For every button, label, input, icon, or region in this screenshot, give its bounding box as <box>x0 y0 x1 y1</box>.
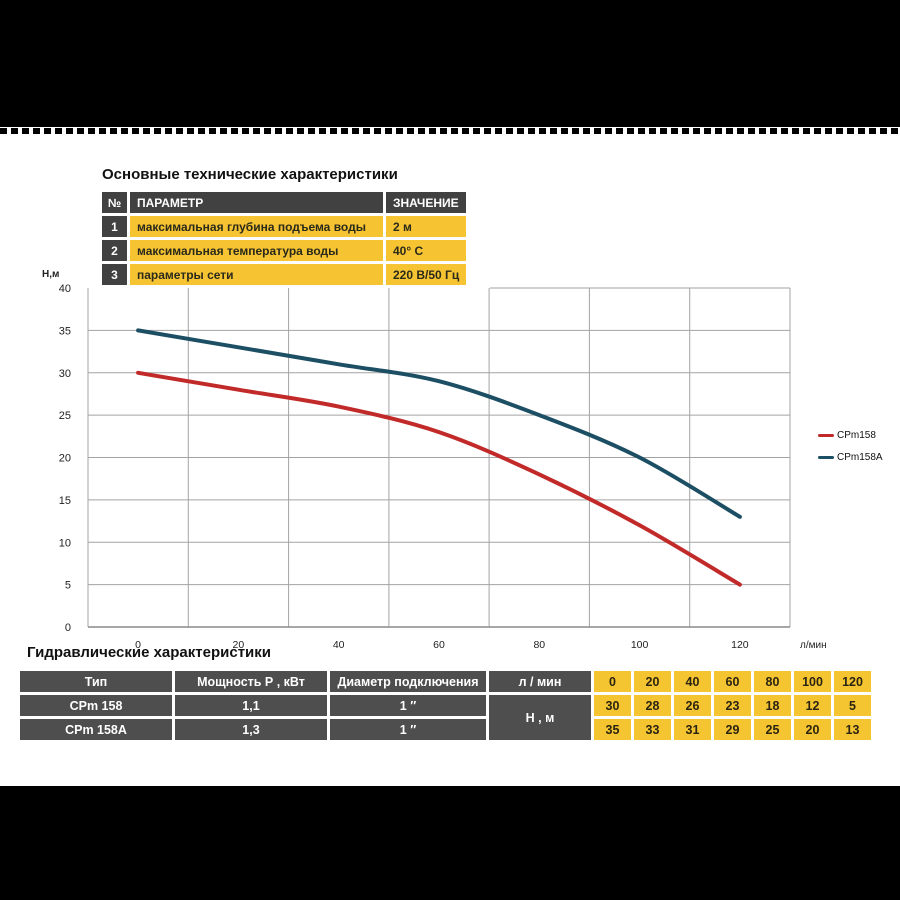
svg-text:25: 25 <box>59 410 71 422</box>
hydraulics-section-title: Гидравлические характеристики <box>27 644 271 661</box>
spec-row-value: 2 м <box>386 216 466 237</box>
spec-row-value: 220 В/50 Гц <box>386 264 466 285</box>
hyd-header-flow: л / мин <box>489 671 591 692</box>
svg-text:100: 100 <box>631 639 649 651</box>
flow-value: 120 <box>834 671 871 692</box>
hyd-header-diameter: Диаметр подключения <box>330 671 486 692</box>
svg-text:15: 15 <box>59 495 71 507</box>
flow-value: 60 <box>714 671 751 692</box>
svg-text:30: 30 <box>59 368 71 380</box>
pump-power: 1,3 <box>175 719 327 740</box>
spec-table-header-row: № ПАРАМЕТР ЗНАЧЕНИЕ <box>102 192 466 213</box>
svg-text:60: 60 <box>433 639 445 651</box>
svg-text:л/мин: л/мин <box>800 640 827 651</box>
spec-header-value: ЗНАЧЕНИЕ <box>386 192 466 213</box>
spec-row-param: максимальная глубина подъема воды <box>130 216 383 237</box>
spec-row-num: 1 <box>102 216 127 237</box>
head-value: 30 <box>594 695 631 716</box>
legend-item-cpm158: CPm158 <box>818 429 883 442</box>
pump-type: CPm 158A <box>20 719 172 740</box>
pump-power: 1,1 <box>175 695 327 716</box>
head-value: 25 <box>754 719 791 740</box>
svg-text:40: 40 <box>59 283 71 295</box>
flow-value: 0 <box>594 671 631 692</box>
flow-value: 20 <box>634 671 671 692</box>
svg-text:120: 120 <box>731 639 749 651</box>
spec-row-param: максимальная температура воды <box>130 240 383 261</box>
hydraulic-row-cpm158a: CPm 158A 1,3 1 ″ 35 33 31 29 25 20 13 <box>20 719 871 740</box>
flow-value: 100 <box>794 671 831 692</box>
svg-text:35: 35 <box>59 325 71 337</box>
specs-section-title: Основные технические характеристики <box>102 166 398 183</box>
svg-text:80: 80 <box>533 639 545 651</box>
svg-text:40: 40 <box>333 639 345 651</box>
cpm158-line-swatch <box>818 433 834 438</box>
hyd-header-power: Мощность Р , кВт <box>175 671 327 692</box>
svg-text:0: 0 <box>65 622 71 634</box>
head-value: 13 <box>834 719 871 740</box>
flow-value: 40 <box>674 671 711 692</box>
spec-header-num: № <box>102 192 127 213</box>
top-black-band <box>0 0 900 127</box>
spec-row-value: 40° C <box>386 240 466 261</box>
head-value: 31 <box>674 719 711 740</box>
top-dashed-edge <box>0 128 900 134</box>
head-value: 28 <box>634 695 671 716</box>
head-value: 33 <box>634 719 671 740</box>
spec-header-param: ПАРАМЕТР <box>130 192 383 213</box>
bottom-black-band <box>0 786 900 900</box>
hydraulic-header-row: Тип Мощность Р , кВт Диаметр подключения… <box>20 671 871 692</box>
spec-row-num: 2 <box>102 240 127 261</box>
legend-label: CPm158 <box>837 430 876 441</box>
spec-row-num: 3 <box>102 264 127 285</box>
hydraulic-row-cpm158: CPm 158 1,1 1 ″ Н , м 30 28 26 23 18 12 … <box>20 695 871 740</box>
head-value: 29 <box>714 719 751 740</box>
svg-text:Н,м: Н,м <box>42 269 59 280</box>
chart-legend: CPm158 CPm158A <box>818 429 883 473</box>
spec-row-param: параметры сети <box>130 264 383 285</box>
flow-value: 80 <box>754 671 791 692</box>
pump-type: CPm 158 <box>20 695 172 716</box>
spec-table-row: 1 максимальная глубина подъема воды 2 м <box>102 216 466 237</box>
head-value: 35 <box>594 719 631 740</box>
hydraulic-table: Тип Мощность Р , кВт Диаметр подключения… <box>17 668 874 743</box>
head-value: 20 <box>794 719 831 740</box>
pump-diameter: 1 ″ <box>330 695 486 716</box>
head-value: 12 <box>794 695 831 716</box>
head-value: 26 <box>674 695 711 716</box>
svg-text:20: 20 <box>59 453 71 465</box>
spec-table-row: 2 максимальная температура воды 40° C <box>102 240 466 261</box>
legend-item-cpm158a: CPm158A <box>818 451 883 464</box>
head-label: Н , м <box>489 695 591 740</box>
legend-label: CPm158A <box>837 452 883 463</box>
head-value: 23 <box>714 695 751 716</box>
hyd-header-type: Тип <box>20 671 172 692</box>
svg-text:5: 5 <box>65 580 71 592</box>
spec-table-row: 3 параметры сети 220 В/50 Гц <box>102 264 466 285</box>
pump-diameter: 1 ″ <box>330 719 486 740</box>
head-value: 18 <box>754 695 791 716</box>
head-value: 5 <box>834 695 871 716</box>
cpm158a-line-swatch <box>818 455 834 460</box>
svg-text:10: 10 <box>59 537 71 549</box>
spec-table: № ПАРАМЕТР ЗНАЧЕНИЕ 1 максимальная глуби… <box>99 189 469 288</box>
